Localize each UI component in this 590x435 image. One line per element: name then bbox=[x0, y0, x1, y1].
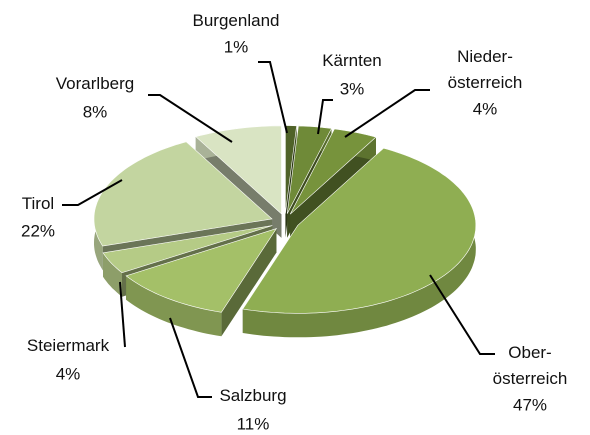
leader-line bbox=[258, 61, 288, 134]
leader-line bbox=[169, 317, 212, 398]
slice-top bbox=[289, 128, 377, 215]
value-label: 22% bbox=[21, 221, 55, 240]
value-label: 4% bbox=[473, 99, 498, 118]
category-label: Nieder-österreich bbox=[448, 47, 523, 92]
leader-line bbox=[344, 89, 430, 138]
category-label: Ober-österreich bbox=[493, 343, 568, 388]
value-label: 1% bbox=[224, 37, 249, 56]
slice bbox=[242, 147, 477, 338]
label-line: österreich bbox=[493, 369, 568, 388]
value-label: 11% bbox=[237, 414, 270, 433]
slice bbox=[125, 228, 278, 337]
leader-line bbox=[317, 99, 333, 135]
category-label: Tirol bbox=[22, 194, 54, 213]
leader-line bbox=[148, 94, 233, 143]
slice-top bbox=[285, 125, 297, 214]
label-line: Salzburg bbox=[219, 386, 286, 405]
category-label: Steiermark bbox=[27, 336, 110, 355]
leader-line bbox=[429, 274, 495, 355]
slice-side bbox=[103, 252, 122, 297]
label-line: österreich bbox=[448, 73, 523, 92]
slice-top bbox=[125, 228, 278, 313]
slice-side bbox=[126, 275, 222, 337]
value-label: 3% bbox=[340, 79, 365, 98]
slice-top bbox=[102, 225, 273, 274]
value-label: 47% bbox=[513, 395, 547, 414]
category-label: Kärnten bbox=[322, 51, 382, 70]
label-line: Ober- bbox=[508, 343, 551, 362]
slice-side bbox=[242, 148, 476, 338]
leader-line bbox=[119, 281, 126, 348]
label-line: Steiermark bbox=[27, 336, 110, 355]
slice-top bbox=[286, 125, 332, 214]
label-line: Vorarlberg bbox=[56, 74, 134, 93]
slice-top bbox=[195, 125, 282, 215]
slice-top bbox=[93, 141, 273, 247]
slice-top bbox=[242, 147, 477, 314]
label-line: Kärnten bbox=[322, 51, 382, 70]
value-label: 4% bbox=[56, 364, 81, 383]
category-label: Burgenland bbox=[193, 11, 280, 30]
leader-line bbox=[62, 179, 123, 206]
category-label: Vorarlberg bbox=[56, 74, 134, 93]
label-line: Burgenland bbox=[193, 11, 280, 30]
label-line: Nieder- bbox=[457, 47, 513, 66]
label-line: Tirol bbox=[22, 194, 54, 213]
value-label: 8% bbox=[83, 102, 108, 121]
category-label: Salzburg bbox=[219, 386, 286, 405]
